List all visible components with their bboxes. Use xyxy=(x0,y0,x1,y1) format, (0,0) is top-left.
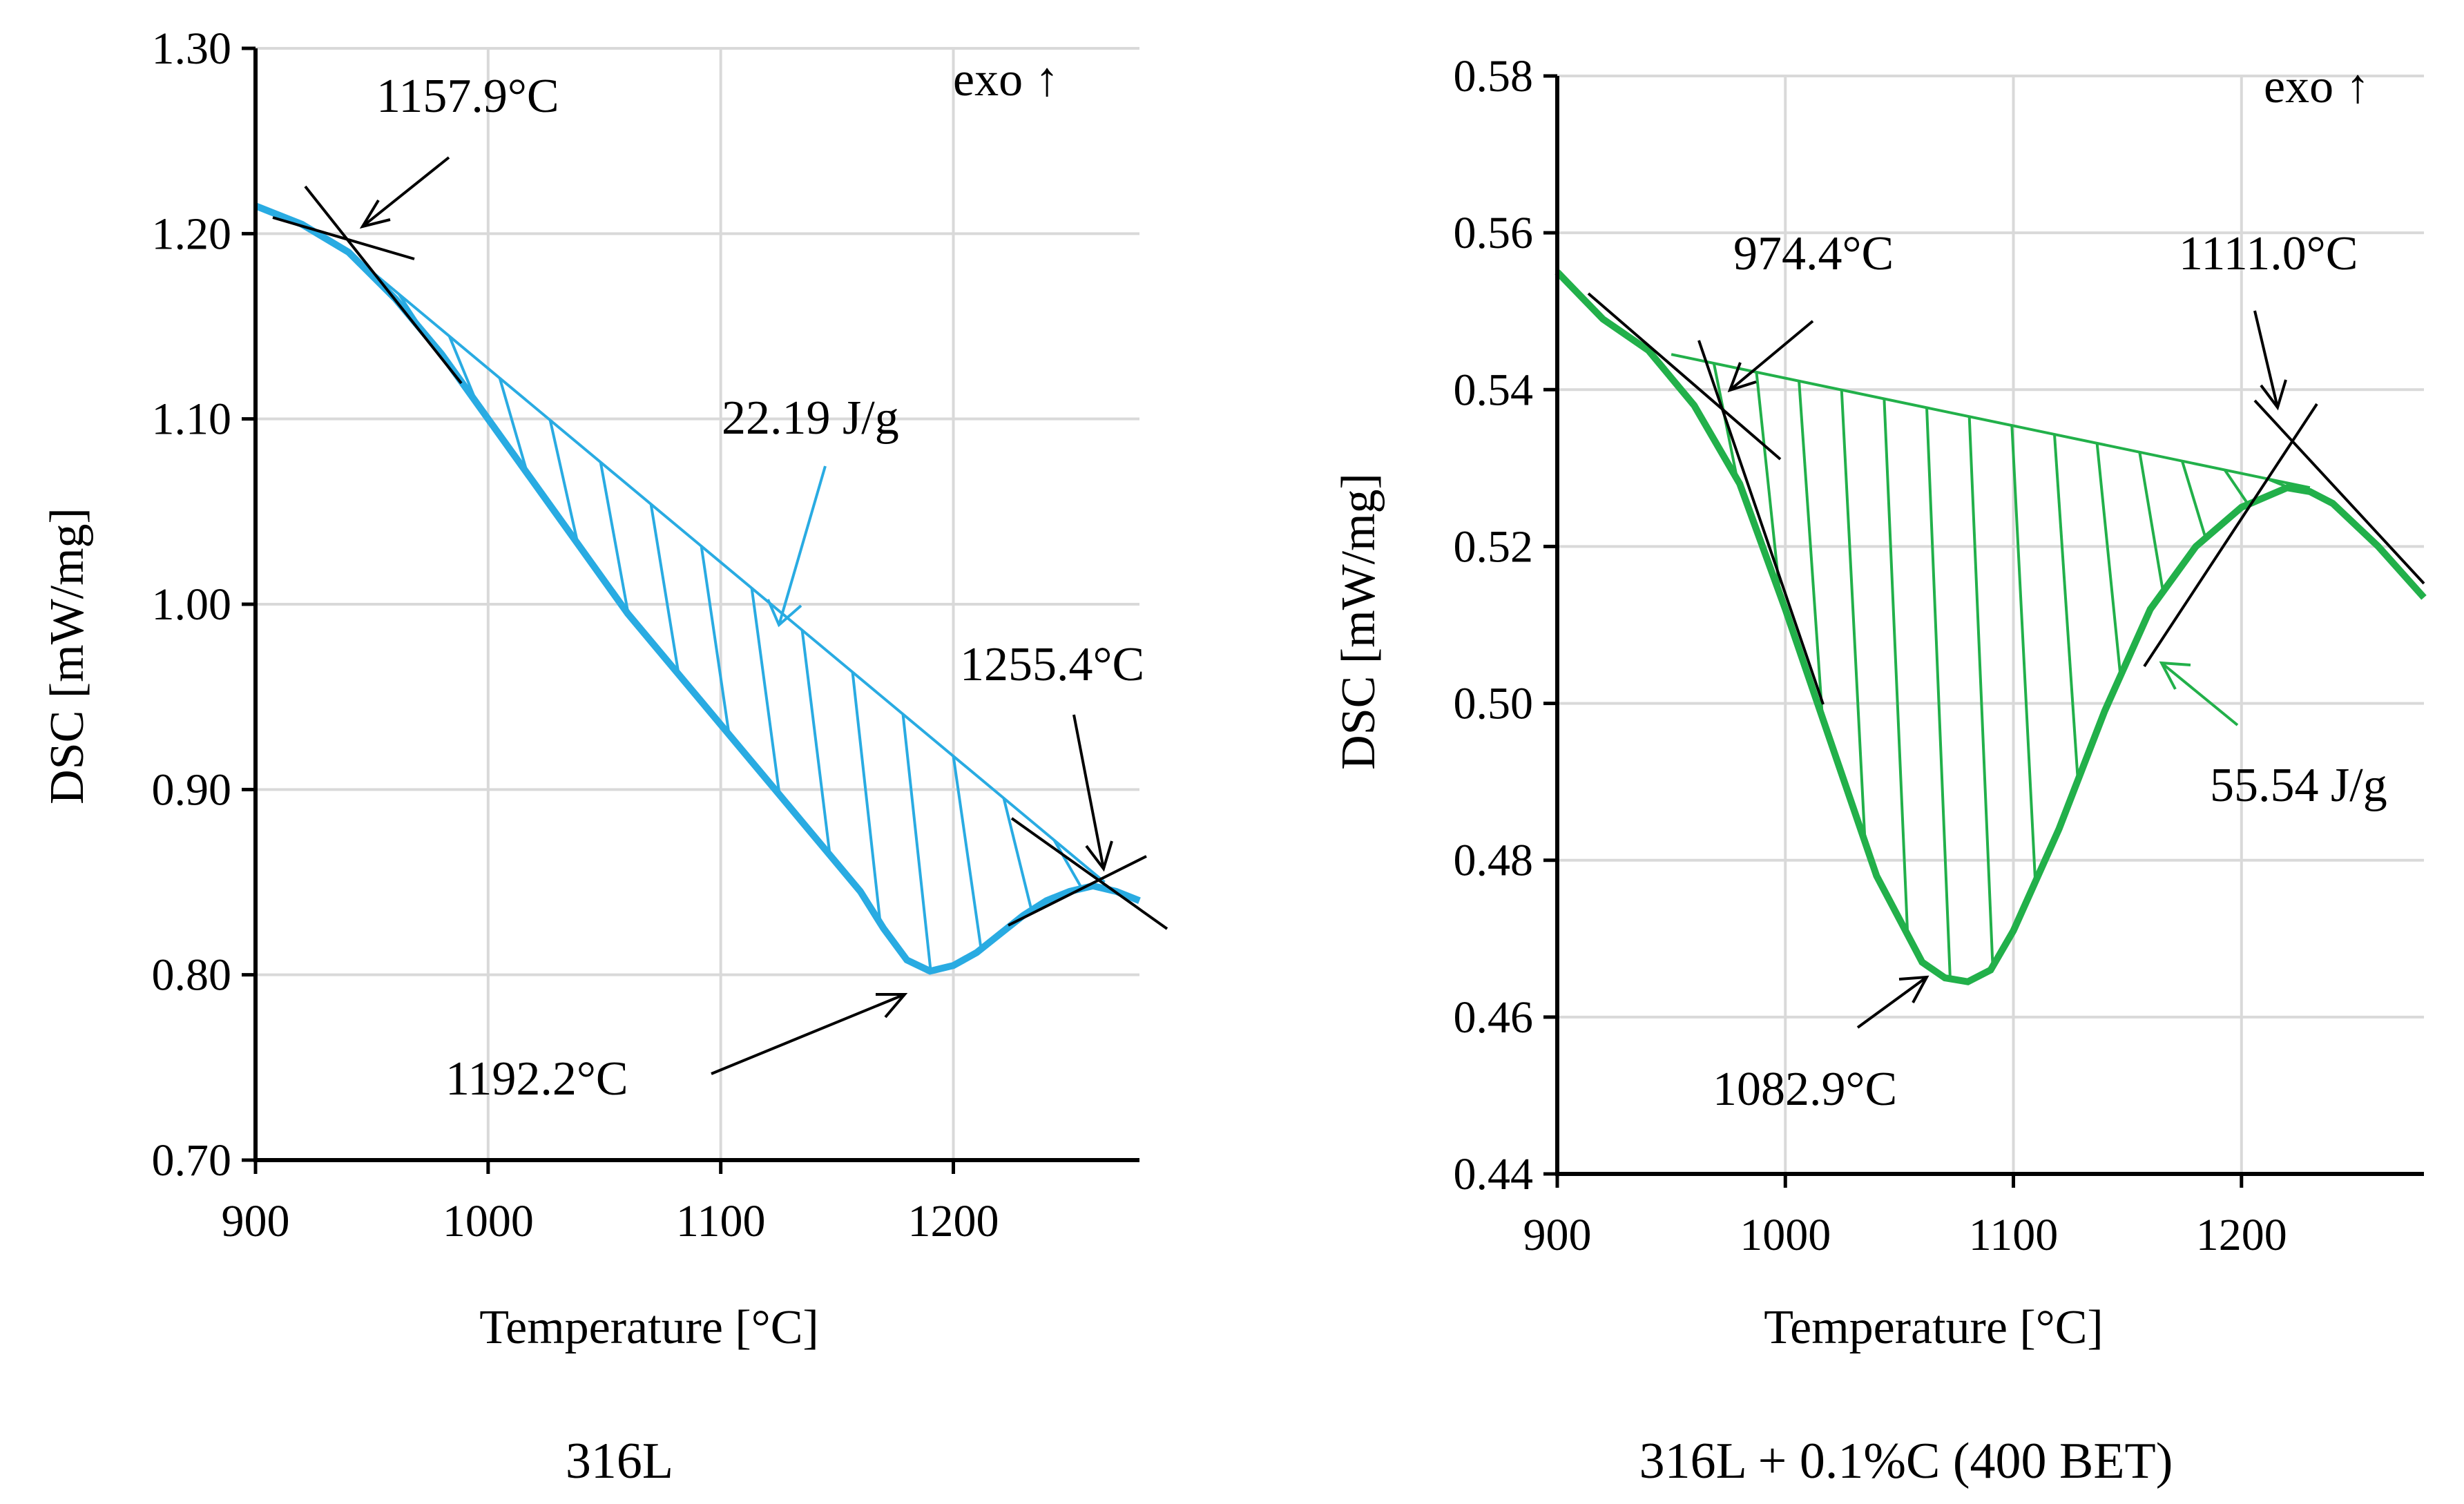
right-annotation-energy: 55.54 J/g xyxy=(2210,759,2387,812)
hatch-line xyxy=(750,588,781,796)
x-tick-label: 900 xyxy=(1523,1210,1592,1260)
left-gridlines xyxy=(256,47,1139,1160)
hatch-line xyxy=(1755,372,1782,595)
hatch-line xyxy=(700,546,731,735)
right-arrow-energy xyxy=(2159,661,2239,726)
y-tick-label: 0.44 xyxy=(1454,1149,1534,1199)
hatch-line xyxy=(2138,452,2165,592)
y-tick-label: 0.46 xyxy=(1454,992,1534,1043)
right-hatch-area xyxy=(1712,363,2291,979)
right-arrow-1082 xyxy=(1856,975,1929,1029)
hatch-line xyxy=(1798,380,1824,718)
x-tick-label: 900 xyxy=(222,1196,290,1246)
hatch-line xyxy=(2010,425,2037,883)
left-tangent-onset-a xyxy=(304,185,463,385)
right-dsc-series-line xyxy=(1555,269,2427,985)
y-tick-label: 0.70 xyxy=(152,1135,232,1186)
hatch-line xyxy=(901,713,932,972)
y-tick-label: 0.50 xyxy=(1454,679,1534,729)
right-arrow-1111 xyxy=(2253,310,2287,411)
left-axes xyxy=(242,46,1139,1174)
hatch-line xyxy=(548,420,579,545)
y-tick-label: 0.54 xyxy=(1454,365,1534,415)
left-y-axis-label: DSC [mW/mg] xyxy=(41,508,94,804)
right-baseline xyxy=(1671,353,2311,490)
right-tangent-end-a xyxy=(2143,403,2318,668)
x-tick-label: 1000 xyxy=(443,1196,534,1246)
hatch-line xyxy=(1883,398,1909,935)
x-tick-label: 1100 xyxy=(1969,1210,2059,1260)
hatch-line xyxy=(599,461,630,615)
y-tick-label: 0.58 xyxy=(1454,51,1534,102)
y-tick-label: 0.52 xyxy=(1454,521,1534,572)
hatch-line xyxy=(1840,389,1867,842)
left-annotation-onset: 1157.9°C xyxy=(376,70,559,123)
left-arrow-1255 xyxy=(1072,714,1113,872)
y-tick-label: 1.00 xyxy=(152,579,232,630)
left-dsc-series-line xyxy=(254,202,1141,975)
y-tick-label: 0.80 xyxy=(152,950,232,1001)
right-annotation-end: 1111.0°C xyxy=(2179,227,2358,280)
x-tick-label: 1100 xyxy=(676,1196,766,1246)
y-tick-label: 1.10 xyxy=(152,394,232,445)
chart-316l-carbon: 900 1000 1100 1200 0.44 0.46 0.48 0.50 0.52 0.54 0… xyxy=(1332,51,2427,1489)
x-tick-label: 1200 xyxy=(2196,1210,2287,1260)
left-arrow-1192 xyxy=(711,993,908,1075)
left-x-axis-label: Temperature [°C] xyxy=(479,1301,818,1354)
y-tick-label: 0.48 xyxy=(1454,836,1534,886)
right-exo-label: exo ↑ xyxy=(2264,60,2370,113)
left-tangent-end-a xyxy=(1008,855,1147,927)
right-tangent-onset-b xyxy=(1697,340,1825,705)
hatch-line xyxy=(1925,407,1952,979)
hatch-line xyxy=(952,755,983,949)
hatch-line xyxy=(649,503,680,675)
y-tick-label: 0.90 xyxy=(152,764,232,815)
y-tick-label: 1.30 xyxy=(152,23,232,74)
hatch-line xyxy=(800,630,831,856)
left-arrow-1157 xyxy=(359,156,450,229)
hatch-line xyxy=(2181,461,2207,539)
hatch-line xyxy=(2052,434,2079,781)
left-hatch-area xyxy=(398,293,1084,972)
right-y-axis-label: DSC [mW/mg] xyxy=(1332,473,1385,770)
chart-316l: 900 1000 1100 1200 0.70 0.80 0.90 1.00 1.10 1.20 1… xyxy=(41,23,1168,1489)
x-tick-label: 1000 xyxy=(1740,1210,1831,1260)
left-baseline xyxy=(347,251,1106,884)
hatch-line xyxy=(1967,416,1994,967)
left-caption: 316L xyxy=(566,1433,673,1489)
right-annotation-onset: 974.4°C xyxy=(1733,227,1894,280)
right-annotation-peak: 1082.9°C xyxy=(1713,1063,1897,1116)
right-arrow-974 xyxy=(1727,320,1814,393)
hatch-line xyxy=(1052,839,1084,889)
right-tangent-onset-a xyxy=(1587,292,1782,461)
left-tick-labels: 900 1000 1100 1200 0.70 0.80 0.90 1.00 1.10 1.20 1… xyxy=(152,23,999,1246)
left-exo-label: exo ↑ xyxy=(953,53,1059,106)
y-tick-label: 0.56 xyxy=(1454,208,1534,258)
hatch-line xyxy=(851,672,882,924)
right-tick-labels: 900 1000 1100 1200 0.44 0.46 0.48 0.50 0.52 0.54 0… xyxy=(1454,51,2287,1260)
left-annotation-end: 1255.4°C xyxy=(960,638,1144,691)
right-x-axis-label: Temperature [°C] xyxy=(1764,1301,2103,1354)
right-tangent-end-b xyxy=(2253,399,2425,585)
left-arrow-energy xyxy=(767,465,827,628)
left-annotation-energy: 22.19 J/g xyxy=(722,392,899,445)
hatch-line xyxy=(1002,798,1033,911)
right-axes xyxy=(1543,74,2424,1188)
hatch-line xyxy=(2095,443,2122,676)
left-tangent-onset-b xyxy=(272,216,415,260)
right-caption: 316L + 0.1%C (400 BET) xyxy=(1639,1433,2173,1489)
left-tangent-end-b xyxy=(1010,817,1168,930)
hatch-line xyxy=(498,378,529,474)
y-tick-label: 1.20 xyxy=(152,209,232,259)
hatch-line xyxy=(2223,469,2250,505)
left-annotation-peak: 1192.2°C xyxy=(445,1052,628,1106)
x-tick-label: 1200 xyxy=(908,1196,999,1246)
